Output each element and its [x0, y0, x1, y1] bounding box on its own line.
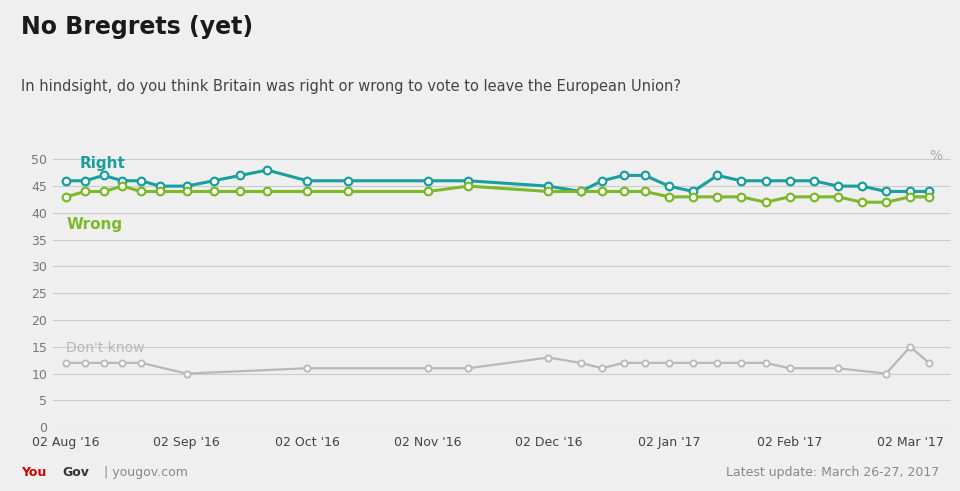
Text: Right: Right — [80, 156, 126, 171]
Text: Latest update: March 26-27, 2017: Latest update: March 26-27, 2017 — [726, 466, 939, 479]
Text: Gov: Gov — [62, 466, 89, 479]
Text: No Bregrets (yet): No Bregrets (yet) — [21, 15, 253, 39]
Text: You: You — [21, 466, 46, 479]
Text: | yougov.com: | yougov.com — [104, 466, 187, 479]
Text: Wrong: Wrong — [66, 217, 122, 232]
Text: %: % — [929, 149, 943, 163]
Text: Don't know: Don't know — [66, 341, 145, 355]
Text: In hindsight, do you think Britain was right or wrong to vote to leave the Europ: In hindsight, do you think Britain was r… — [21, 79, 682, 94]
